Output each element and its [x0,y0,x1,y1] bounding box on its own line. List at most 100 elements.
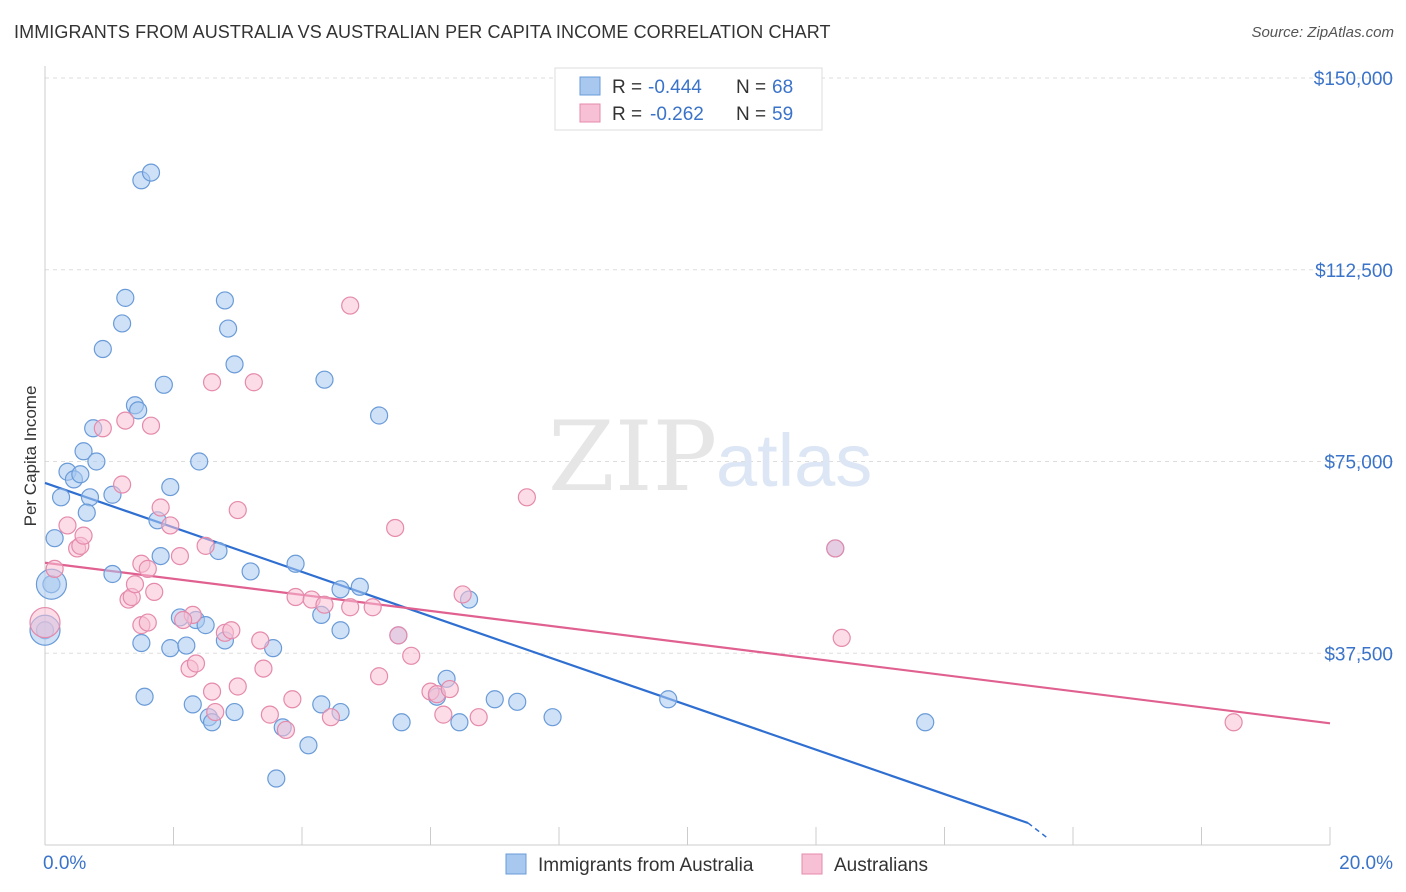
point-s1-56 [826,539,845,558]
point-s0-60 [508,692,527,711]
point-s1-44 [363,598,382,617]
x-tick-label-0: 0.0% [43,853,86,874]
point-s0-8 [80,488,100,507]
point-s1-4 [74,526,93,545]
legend-r-label-0: R = [612,77,642,98]
point-s1-42 [341,598,360,617]
point-s0-29 [177,636,196,655]
point-s0-49 [299,736,318,755]
point-s0-17 [141,163,161,182]
point-s1-7 [112,475,132,494]
point-s0-39 [370,406,389,425]
point-s1-32 [244,373,263,392]
point-s1-34 [254,659,273,678]
point-s1-16 [151,498,170,517]
point-s1-43 [341,296,360,315]
watermark-atlas: atlas [716,419,872,502]
source-label: Source: ZipAtlas.com [1251,24,1394,41]
trend-lines [44,481,1331,839]
point-s0-54 [392,713,411,732]
legend-r-label-1: R = [612,104,642,125]
tick-labels: $37,500 $75,000 $112,500 $150,000 0.0% 20.0% [43,69,1393,874]
y-tick-label-2: $112,500 [1315,261,1393,282]
y-axis-label: Per Capita Income [21,386,40,527]
bottom-legend-swatch-immigrants [505,853,527,875]
point-s0-6 [87,452,106,471]
point-s1-1 [58,516,77,535]
point-s0-23 [215,291,234,310]
point-s1-0 [45,559,64,578]
point-s0-21 [151,546,170,566]
point-s0-4 [74,442,93,461]
bottom-legend-label-immigrants: Immigrants from Australia [538,855,754,876]
point-s0-27 [132,633,151,653]
point-s0-67 [331,580,350,599]
point-s0-13 [93,339,112,359]
legend-n-label-0: N = [736,77,766,98]
point-s1-18 [141,416,161,435]
bottom-legend: Immigrants from Australia Australians [505,853,928,876]
trend-line-1 [44,561,1331,725]
point-s1-31 [202,373,222,392]
point-s1-5 [93,419,112,438]
legend-n-value-0: 68 [772,77,793,98]
point-s1-48 [402,646,421,665]
point-s0-1 [51,488,71,507]
point-s0-61 [543,708,562,727]
point-s0-28 [161,639,180,658]
point-s1-52 [440,679,459,699]
point-s0-24 [219,319,238,338]
point-s1-15 [138,613,157,632]
point-s0-62 [659,690,678,709]
point-s0-57 [450,713,469,732]
series-1 [29,296,1243,740]
point-s0-19 [161,477,180,497]
legend-r-value-1: -0.262 [650,104,704,125]
point-s0-26 [103,564,122,584]
point-s1-38 [286,587,305,607]
legend-swatch-australians [579,103,601,123]
point-s1-40 [315,595,334,614]
y-tick-label-0: $37,500 [1324,644,1393,665]
point-s1-47 [386,518,405,538]
point-s1-11 [138,559,157,578]
bottom-legend-swatch-australians [801,853,823,875]
point-s1-12 [125,575,145,594]
point-s0-38 [315,370,334,389]
point-s0-40 [350,577,369,596]
point-s1-36 [276,720,296,740]
point-s0-18 [154,375,173,394]
legend: R = -0.444 N = 68 R = -0.262 N = 59 [554,67,823,131]
point-s1-23 [186,654,206,673]
legend-n-value-1: 59 [772,104,793,125]
y-tick-label-1: $75,000 [1324,453,1393,474]
point-s1-35 [260,705,279,724]
point-s0-37 [286,554,305,573]
watermark-zip: ZIP [548,401,717,513]
point-s1-6 [116,411,135,430]
legend-n-label-1: N = [736,104,766,125]
watermark: ZIP atlas [548,401,872,513]
point-s0-12 [129,401,148,420]
point-s1-58 [1224,713,1243,732]
point-s0-25 [225,355,244,374]
trend-line-extension-0 [1027,822,1048,839]
point-s0-35 [241,562,260,581]
point-s1-53 [453,585,472,604]
point-s0-14 [112,314,132,333]
point-s1-45 [370,667,389,686]
point-s1-14 [145,582,164,601]
bottom-legend-label-australians: Australians [834,855,928,876]
x-tick-label-1: 20.0% [1339,853,1393,874]
axes [44,66,1331,846]
point-s1-29 [228,677,247,696]
legend-swatch-immigrants [579,76,601,96]
point-s1-26 [206,702,225,722]
point-s0-51 [312,695,331,714]
point-s0-59 [485,690,504,709]
point-s1-54 [469,708,488,727]
point-s0-32 [196,616,215,635]
point-s1-33 [251,631,270,650]
legend-r-value-0: -0.444 [648,77,702,98]
